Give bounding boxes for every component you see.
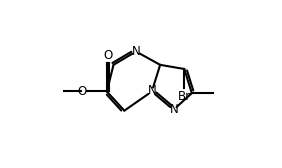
Text: N: N [170,103,179,116]
Text: N: N [147,84,156,97]
Text: O: O [77,85,87,98]
Text: Br: Br [178,90,191,103]
Text: O: O [103,49,113,62]
Text: N: N [132,45,140,58]
